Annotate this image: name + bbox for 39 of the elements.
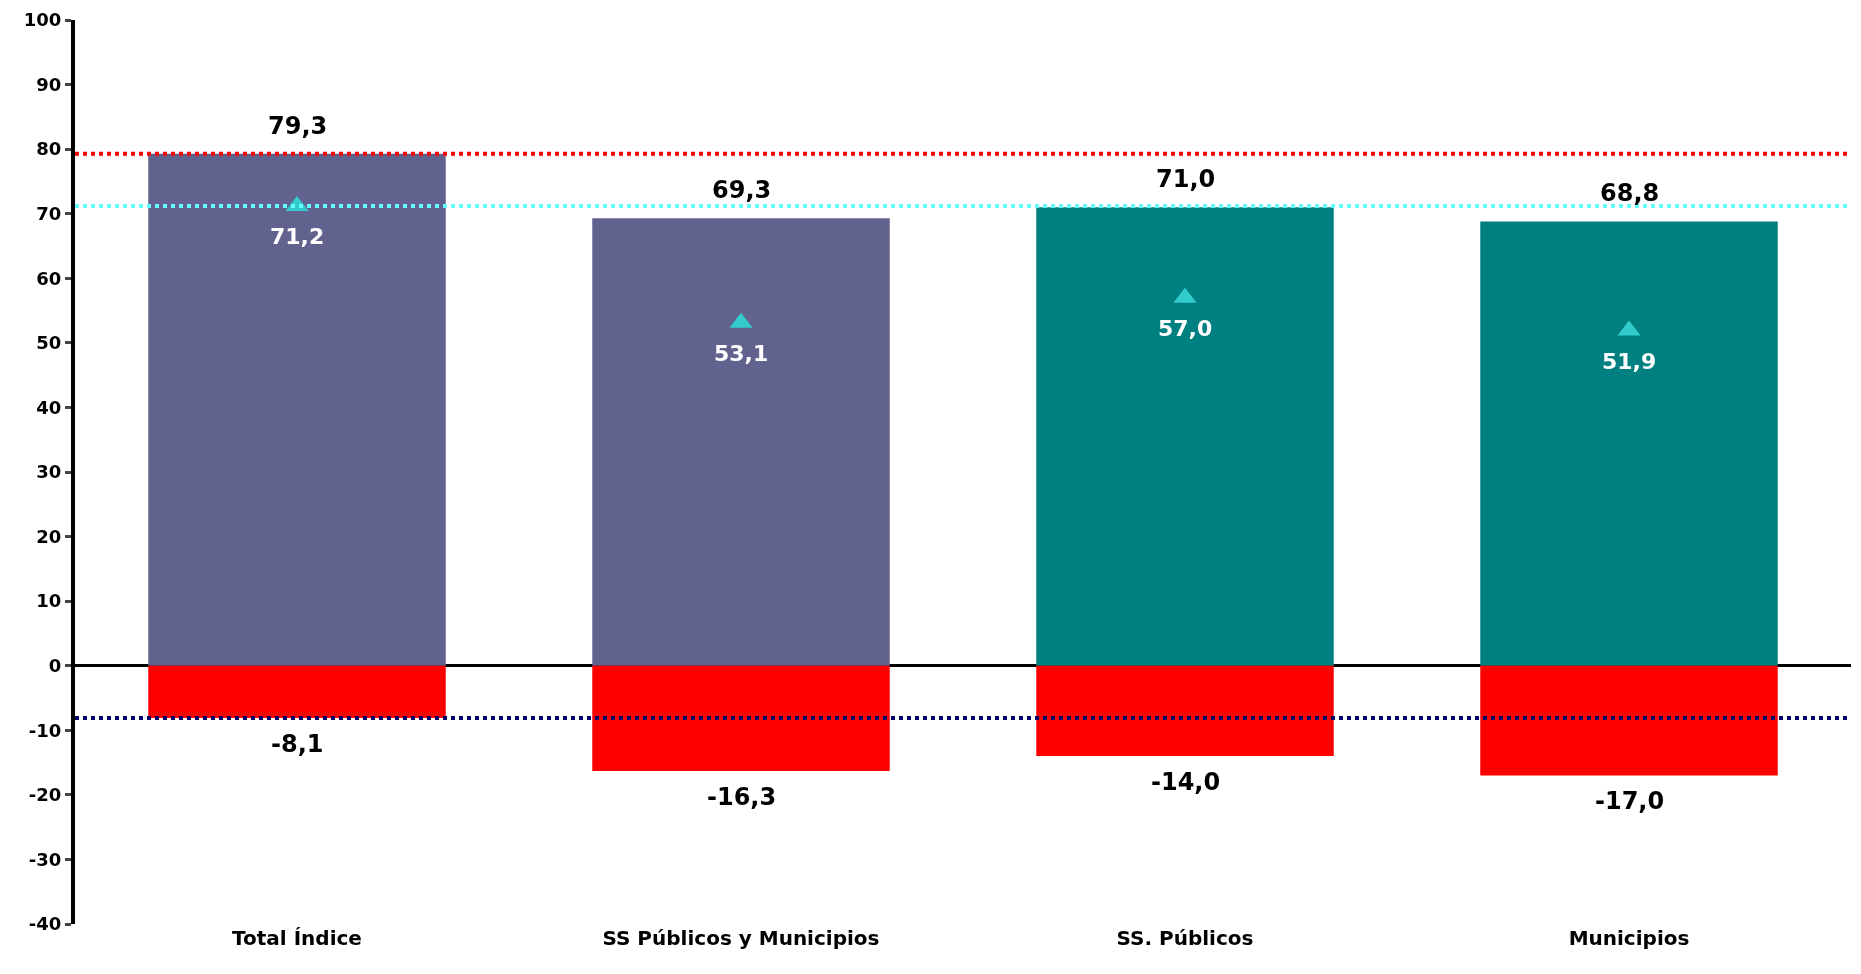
y-tick-label: -40 <box>28 913 62 935</box>
data-label: 53,1 <box>714 341 769 366</box>
bar <box>592 218 890 666</box>
data-label: 68,8 <box>1600 179 1660 207</box>
data-label: -14,0 <box>1151 768 1221 796</box>
y-tick-label: 10 <box>36 590 62 612</box>
y-tick-label: -20 <box>28 784 62 806</box>
data-label: 69,3 <box>712 176 772 204</box>
data-label: 51,9 <box>1602 349 1657 374</box>
x-tick-label: Municipios <box>1568 926 1690 950</box>
y-tick-label: 20 <box>36 525 62 547</box>
data-label: 71,2 <box>270 224 325 249</box>
bar <box>148 153 446 666</box>
x-tick-label: SS Públicos y Municipios <box>602 926 880 950</box>
x-tick-label: SS. Públicos <box>1116 926 1254 950</box>
bar <box>1480 665 1778 776</box>
bar <box>1036 207 1334 666</box>
y-tick-label: 90 <box>36 73 62 95</box>
data-label: -17,0 <box>1595 787 1665 815</box>
bar <box>148 665 446 719</box>
y-tick-label: -10 <box>28 719 62 741</box>
bar <box>1480 221 1778 666</box>
y-tick-label: 40 <box>36 396 62 418</box>
data-label: -16,3 <box>707 783 777 811</box>
x-tick-label: Total Índice <box>232 926 362 950</box>
y-tick-label: 60 <box>36 267 62 289</box>
data-label: 79,3 <box>268 112 328 140</box>
y-tick-label: 50 <box>36 332 62 354</box>
y-tick-label: 80 <box>36 138 62 160</box>
y-tick-label: -30 <box>28 848 62 870</box>
data-label: -8,1 <box>271 730 324 758</box>
y-tick-label: 70 <box>36 203 62 225</box>
y-tick-label: 0 <box>48 655 62 677</box>
y-tick-label: 100 <box>23 9 62 31</box>
y-tick-label: 30 <box>36 461 62 483</box>
data-label: 71,0 <box>1156 165 1216 193</box>
data-label: 57,0 <box>1158 316 1213 341</box>
bar <box>1036 665 1334 757</box>
bar <box>592 665 890 771</box>
